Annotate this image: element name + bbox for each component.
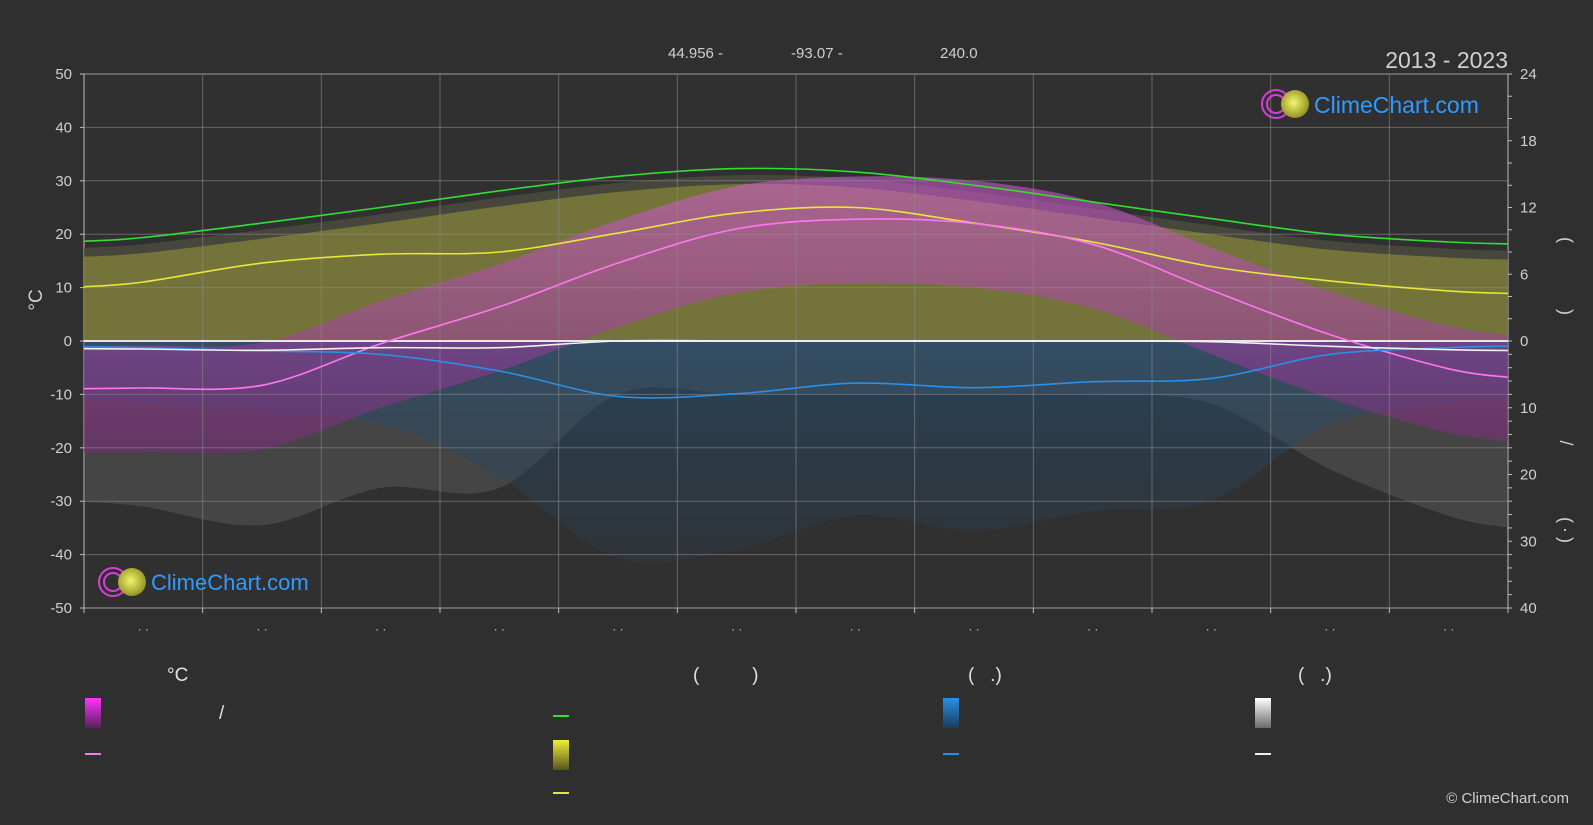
legend-title-rain: ( .) [968, 665, 1002, 686]
left-axis-label: °C [26, 289, 47, 310]
right-axis-label-glyph: / [1556, 440, 1576, 445]
right-axis-label-glyph: ( [1556, 237, 1576, 243]
right-tick-label: 30 [1520, 533, 1537, 550]
month-tick-label: · · [968, 622, 979, 636]
left-tick-label: -20 [50, 440, 72, 457]
latitude-label: 44.956 - [668, 45, 723, 62]
left-tick-label: 0 [64, 333, 72, 350]
climechart-logo-top: ClimeChart.com [1261, 89, 1479, 119]
right-axis-label-glyph: ) [1556, 537, 1576, 543]
sunshine-line [84, 206, 1508, 295]
copyright-text: © ClimeChart.com [1446, 790, 1569, 807]
right-tick-label: 0 [1520, 333, 1528, 350]
month-tick-label: · · [612, 622, 623, 636]
right-axis-label-glyph: ) [1556, 309, 1576, 315]
month-tick-label: · · [731, 622, 742, 636]
month-tick-label: · · [1206, 622, 1217, 636]
snow-line [84, 339, 1508, 352]
month-tick-label: · · [375, 622, 386, 636]
legend-swatch-snow-range [1255, 698, 1271, 728]
month-tick-label: · · [494, 622, 505, 636]
climechart-logo-bottom: ClimeChart.com [98, 567, 309, 597]
month-tick-label: · · [1443, 622, 1454, 636]
logo-text-bottom: ClimeChart.com [151, 570, 309, 595]
longitude-label: -93.07 - [791, 45, 843, 62]
legend-swatch-temp-range [85, 698, 101, 728]
year-range: 2013 - 2023 [1385, 47, 1508, 73]
month-tick-label: · · [1324, 622, 1335, 636]
left-tick-label: -30 [50, 493, 72, 510]
legend-swatch-sunshine-range [553, 740, 569, 770]
left-tick-label: -50 [50, 600, 72, 617]
month-tick-label: · · [850, 622, 861, 636]
legend-title-sun: ( ) [693, 665, 759, 686]
left-tick-label: 20 [55, 226, 72, 243]
right-axis-label-glyph: · [1556, 527, 1576, 533]
right-tick-label: 20 [1520, 467, 1537, 484]
legend-title-snow: ( .) [1298, 665, 1332, 686]
month-tick-label: · · [256, 622, 267, 636]
right-tick-label: 12 [1520, 200, 1537, 217]
month-tick-label: · · [138, 622, 149, 636]
legend-swatch-rain-range [943, 698, 959, 728]
right-tick-label: 10 [1520, 400, 1537, 417]
left-tick-label: -10 [50, 386, 72, 403]
right-tick-label: 40 [1520, 600, 1537, 617]
logo-text-top: ClimeChart.com [1314, 92, 1479, 118]
daylight-line [84, 167, 1508, 245]
left-tick-label: 10 [55, 280, 72, 297]
elevation-label: 240.0 [940, 45, 978, 62]
legend-temp-range-slash: / [219, 703, 225, 724]
logo-sun-icon [1281, 90, 1309, 118]
left-tick-label: 50 [55, 66, 72, 83]
left-tick-label: 30 [55, 173, 72, 190]
month-tick-label: · · [1087, 622, 1098, 636]
right-tick-label: 24 [1520, 66, 1537, 83]
logo-sun-icon [118, 568, 146, 596]
right-tick-label: 18 [1520, 133, 1537, 150]
rain-line [84, 345, 1508, 399]
left-tick-label: 40 [55, 119, 72, 136]
right-tick-label: 6 [1520, 266, 1528, 283]
right-axis-label-glyph: ( [1556, 517, 1576, 523]
legend-title-temperature: °C [167, 665, 189, 686]
temperature-mean-line [84, 218, 1508, 391]
left-tick-label: -40 [50, 547, 72, 564]
